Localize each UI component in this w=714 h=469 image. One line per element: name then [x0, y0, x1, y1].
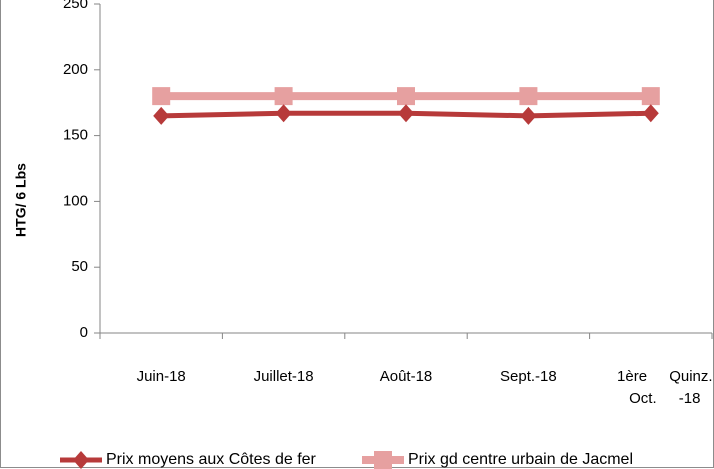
marker [274, 87, 293, 106]
x-tick-label: Juin-18 [136, 368, 186, 385]
marker [397, 87, 415, 106]
y-tick-label: 250 [63, 0, 88, 12]
marker [398, 104, 414, 123]
y-tick-label: 50 [71, 258, 88, 275]
marker [73, 451, 89, 469]
x-tick-label: Sept.-18 [500, 368, 557, 385]
marker [520, 106, 537, 125]
marker [642, 104, 659, 123]
y-axis-label: HTG/ 6 Lbs [13, 163, 29, 237]
y-tick-label: 150 [63, 127, 88, 144]
marker [275, 104, 292, 123]
y-tick-label: 100 [63, 192, 88, 209]
legend-label: Prix gd centre urbain de Jacmel [408, 451, 633, 468]
y-tick-label: 200 [63, 61, 88, 78]
x-tick-label: Juillet-18 [253, 368, 314, 385]
y-tick-label: 0 [80, 324, 88, 341]
x-tick-label: Août-18 [379, 368, 433, 385]
marker [374, 451, 392, 469]
x-tick-label: 1ère Quinz. Oct. -18 [617, 368, 713, 407]
marker [153, 106, 170, 125]
marker [641, 87, 660, 106]
marker [152, 87, 171, 106]
legend-label: Prix moyens aux Côtes de fer [106, 451, 317, 468]
marker [519, 87, 538, 106]
